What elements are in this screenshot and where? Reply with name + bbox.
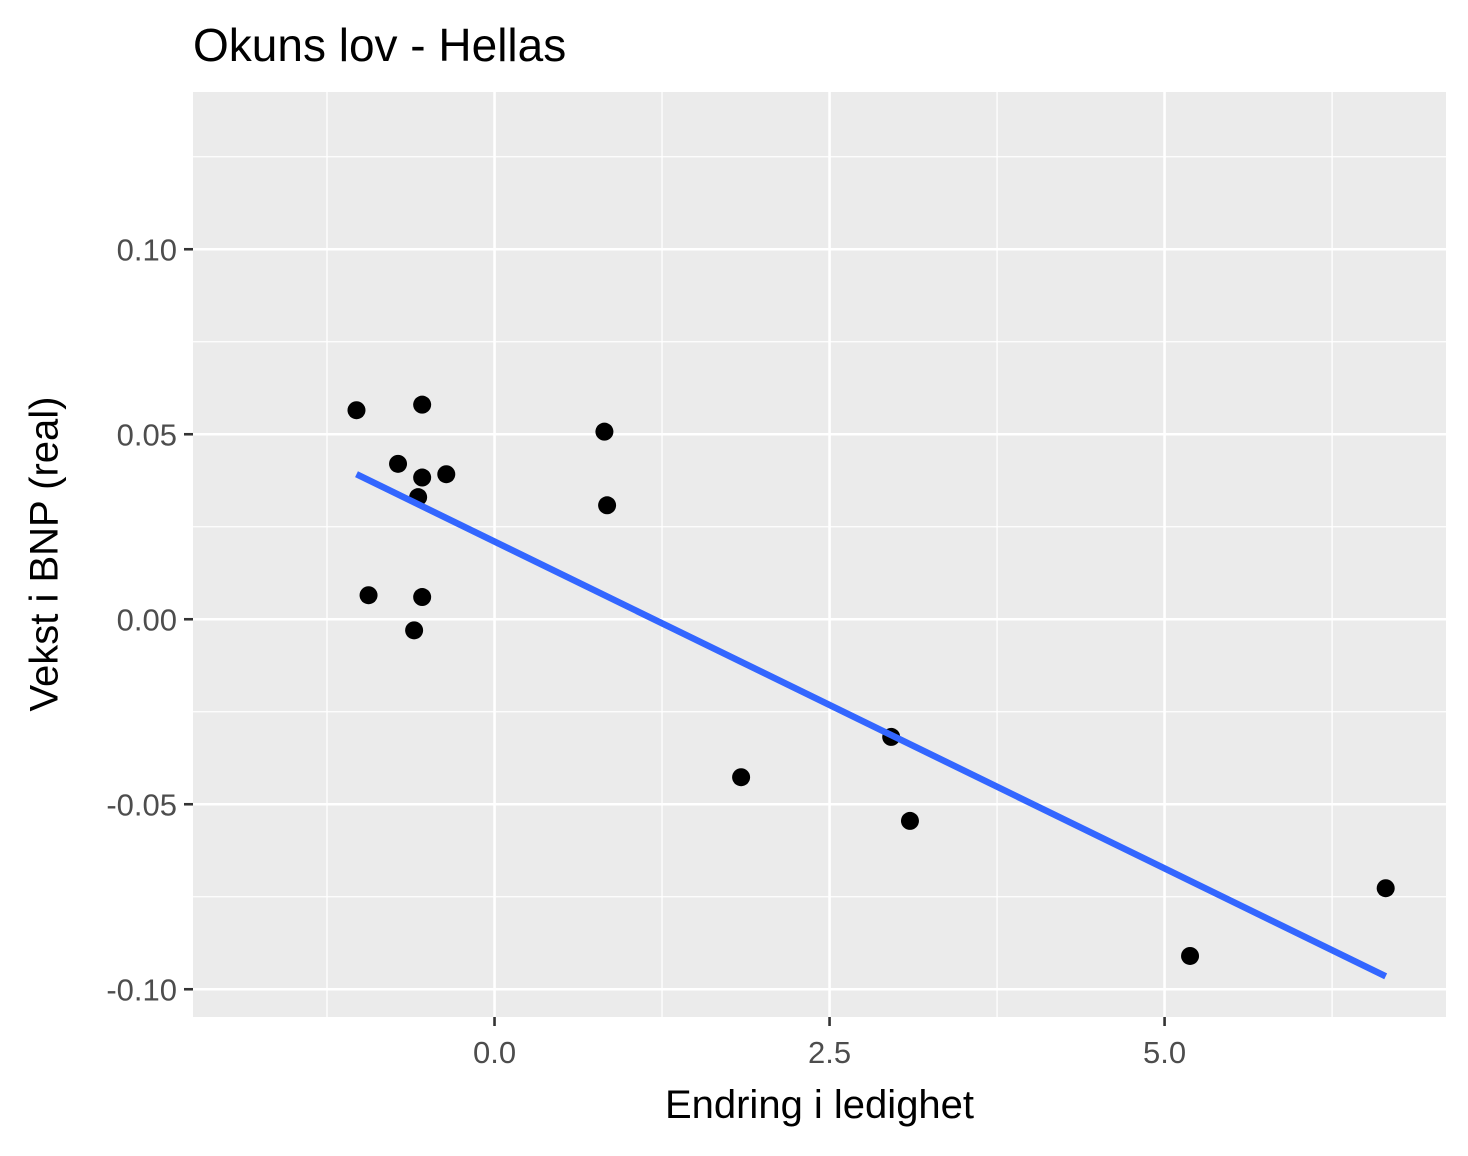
data-point — [359, 586, 378, 605]
data-point — [347, 401, 366, 420]
y-axis-ticks: -0.10 -0.05 0.00 0.05 0.10 — [106, 232, 193, 1007]
y-tick-label: 0.00 — [117, 602, 177, 637]
data-point — [413, 395, 432, 414]
x-tick-label: 0.0 — [473, 1035, 516, 1070]
data-point — [389, 454, 408, 473]
data-points — [347, 395, 1395, 965]
data-point — [1181, 946, 1200, 965]
data-point — [405, 621, 424, 640]
data-point — [413, 588, 432, 607]
y-tick-label: -0.10 — [106, 972, 177, 1007]
trend-line — [355, 471, 1388, 980]
minor-gridlines — [193, 92, 1446, 1017]
chart-title: Okuns lov - Hellas — [193, 19, 567, 71]
trend-line-group — [355, 471, 1388, 980]
data-point — [595, 422, 614, 441]
data-point — [1376, 879, 1395, 898]
data-point — [900, 811, 919, 830]
x-axis-ticks: 0.0 2.5 5.0 — [473, 1017, 1186, 1070]
y-tick-label: -0.05 — [106, 787, 177, 822]
major-gridlines — [193, 92, 1446, 1017]
data-point — [598, 496, 617, 515]
x-tick-label: 2.5 — [808, 1035, 851, 1070]
y-tick-label: 0.10 — [117, 232, 177, 267]
plot-panel — [193, 92, 1446, 1017]
x-axis-title: Endring i ledighet — [664, 1083, 975, 1127]
y-tick-label: 0.05 — [117, 417, 177, 452]
x-tick-label: 5.0 — [1143, 1035, 1186, 1070]
y-axis-title: Vekst i BNP (real) — [22, 396, 67, 712]
data-point — [732, 768, 751, 787]
data-point — [413, 468, 432, 487]
data-point — [437, 465, 456, 484]
